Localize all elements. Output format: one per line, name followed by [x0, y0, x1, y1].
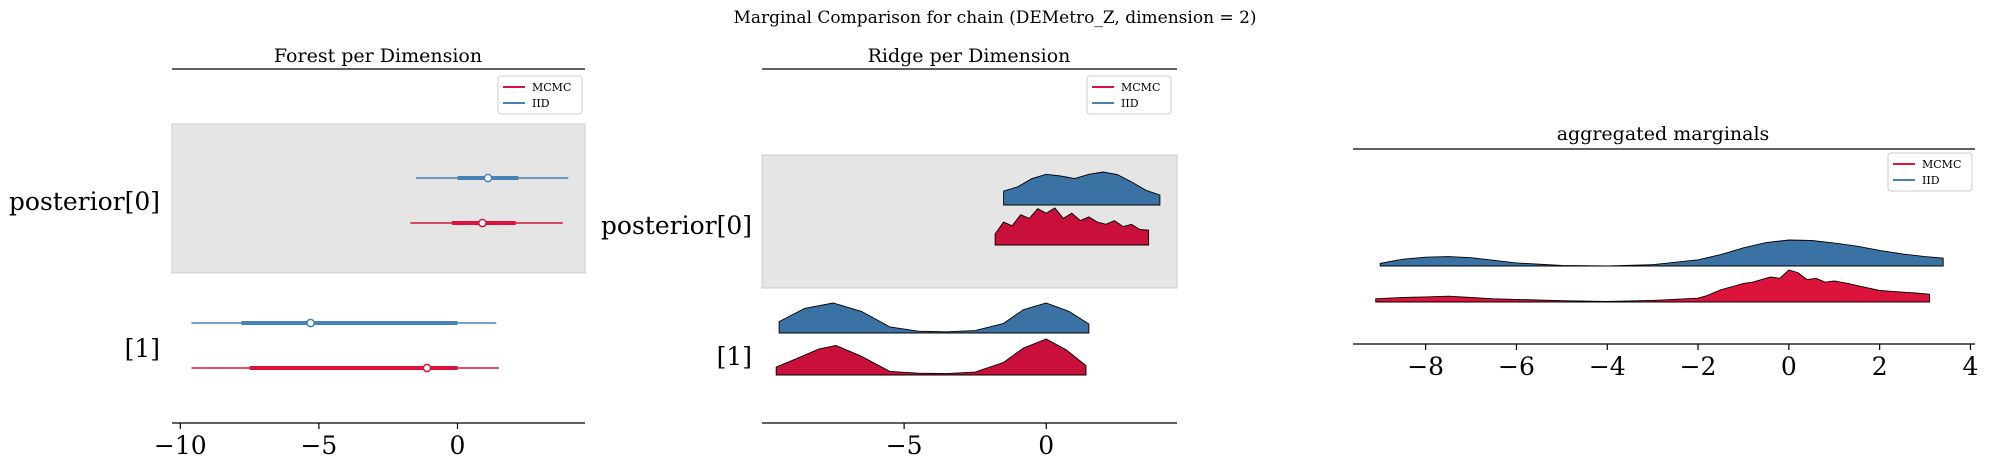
ridge-density [1003, 171, 1161, 206]
forest-marks: posterior[0] [1] −10 −5 0 MCMC IID [9, 68, 586, 460]
x-tick-label: 0 [450, 431, 466, 460]
aggregated-marks: −8 −6 −4 −2 0 2 4 MCMC IID [1353, 148, 1979, 381]
x-tick-label: −6 [1498, 352, 1535, 381]
x-tick-label: −5 [300, 431, 337, 460]
legend-box [1086, 75, 1172, 115]
x-tick-label: −4 [1589, 352, 1626, 381]
legend-box [497, 75, 583, 115]
y-tick-label: posterior[0] [9, 187, 160, 216]
panel-forest: Forest per Dimension posterior[0] [1] −10 −… [9, 45, 586, 460]
ridge-density [775, 338, 1087, 376]
x-tick-label: 2 [1872, 352, 1888, 381]
x-tick-label: −8 [1407, 352, 1444, 381]
point-estimate [306, 318, 315, 328]
figure-suptitle: Marginal Comparison for chain (DEMetro_Z… [733, 8, 1256, 28]
point-estimate [483, 173, 493, 183]
ridge-density [1379, 239, 1944, 267]
panel-ridge: Ridge per Dimension posterior[0] [1] −5 0 MC… [601, 45, 1178, 460]
legend-label: MCMC [532, 81, 571, 94]
x-tick-label: −10 [154, 431, 207, 460]
panel-aggregated: aggregated marginals −8 −6 −4 −2 0 2 4 MCMC IID [1353, 123, 1978, 381]
legend-label: IID [1121, 97, 1139, 110]
legend-box [1887, 152, 1973, 192]
panel-title: Ridge per Dimension [868, 45, 1071, 67]
ridge-density [778, 302, 1090, 334]
x-tick-label: 0 [1781, 352, 1797, 381]
legend-label: MCMC [1922, 158, 1961, 171]
x-tick-label: −2 [1680, 352, 1717, 381]
y-tick-label: posterior[0] [601, 211, 752, 240]
x-tick-label: −5 [886, 431, 923, 460]
panel-title: aggregated marginals [1557, 123, 1770, 145]
ridge-marks: posterior[0] [1] −5 0 MCMC IID [601, 68, 1178, 460]
x-tick-label: 0 [1038, 431, 1054, 460]
point-estimate [422, 363, 432, 373]
panel-title: Forest per Dimension [274, 45, 482, 67]
point-estimate [478, 218, 487, 228]
ridge-density [994, 207, 1150, 246]
y-tick-label: [1] [717, 342, 752, 371]
row-band [171, 123, 586, 274]
legend-label: IID [1922, 174, 1940, 187]
ridge-density [1375, 269, 1931, 303]
legend-label: MCMC [1121, 81, 1160, 94]
x-tick-label: 4 [1963, 352, 1979, 381]
legend-label: IID [532, 97, 550, 110]
y-tick-label: [1] [125, 334, 160, 363]
